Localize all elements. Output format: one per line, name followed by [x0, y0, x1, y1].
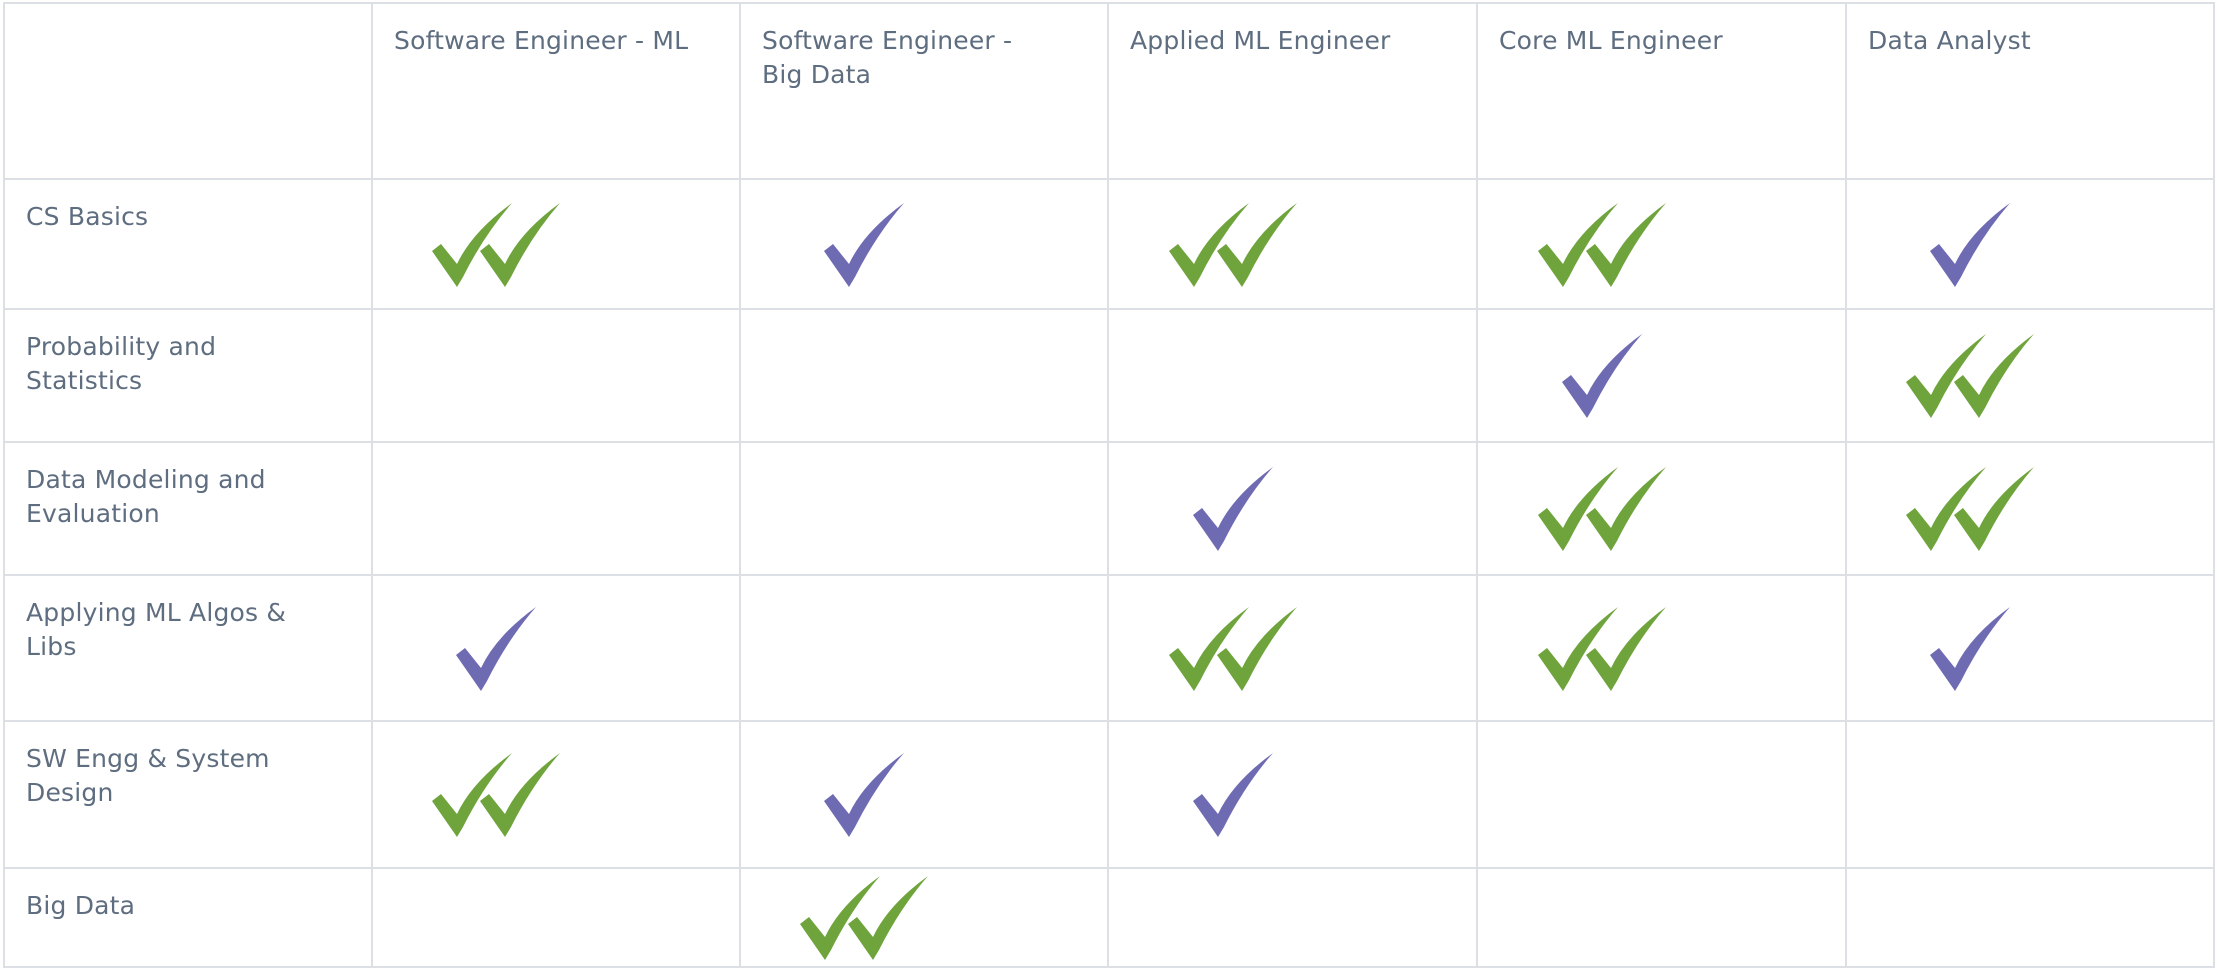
- double-check-icon: [1536, 202, 1668, 289]
- matrix-row: Applying ML Algos & Libs: [3, 574, 2215, 722]
- matrix-row: CS Basics: [3, 178, 2215, 310]
- matrix-cell: [1107, 867, 1478, 968]
- single-check-icon: [1904, 606, 2036, 693]
- matrix-cell: [1845, 308, 2215, 443]
- matrix-cell: [371, 308, 741, 443]
- matrix-cell: [371, 178, 741, 310]
- single-check-icon: [1904, 202, 2036, 289]
- matrix-cell: [371, 867, 741, 968]
- matrix-cell: [1845, 867, 2215, 968]
- matrix-cell: [1107, 308, 1478, 443]
- matrix-cell: [739, 441, 1109, 576]
- matrix-cell: [739, 574, 1109, 722]
- single-check-icon: [1536, 334, 1668, 420]
- column-header-core-ml-engineer: Core ML Engineer: [1476, 2, 1847, 180]
- matrix-cell: [1476, 308, 1847, 443]
- matrix-cell: [371, 441, 741, 576]
- corner-cell: [3, 2, 373, 180]
- matrix-cell: [1107, 178, 1478, 310]
- matrix-row: SW Engg & System Design: [3, 720, 2215, 869]
- column-header-applied-ml-engineer: Applied ML Engineer: [1107, 2, 1478, 180]
- row-label: CS Basics: [3, 178, 373, 310]
- row-label: SW Engg & System Design: [3, 720, 373, 869]
- matrix-cell: [1845, 720, 2215, 869]
- skills-role-matrix: Software Engineer - ML Software Engineer…: [3, 2, 2215, 968]
- header-row: Software Engineer - ML Software Engineer…: [3, 2, 2215, 180]
- double-check-icon: [1536, 467, 1668, 553]
- column-header-software-engineer-ml: Software Engineer - ML: [371, 2, 741, 180]
- matrix-cell: [1476, 720, 1847, 869]
- double-check-icon: [1904, 467, 2036, 553]
- double-check-icon: [1536, 606, 1668, 693]
- double-check-icon: [430, 753, 562, 839]
- double-check-icon: [798, 876, 930, 962]
- matrix-row: Big Data: [3, 867, 2215, 968]
- single-check-icon: [798, 753, 930, 839]
- double-check-icon: [430, 202, 562, 289]
- matrix-cell: [1845, 441, 2215, 576]
- single-check-icon: [798, 202, 930, 289]
- row-label: Data Modeling and Evaluation: [3, 441, 373, 576]
- matrix-cell: [1476, 867, 1847, 968]
- matrix-cell: [371, 720, 741, 869]
- column-header-software-engineer-big-data: Software Engineer - Big Data: [739, 2, 1109, 180]
- double-check-icon: [1167, 202, 1299, 289]
- single-check-icon: [1167, 467, 1299, 553]
- row-label: Applying ML Algos & Libs: [3, 574, 373, 722]
- matrix-cell: [1476, 178, 1847, 310]
- row-label: Big Data: [3, 867, 373, 968]
- double-check-icon: [1904, 334, 2036, 420]
- matrix-cell: [1845, 178, 2215, 310]
- matrix-cell: [1107, 574, 1478, 722]
- matrix-cell: [739, 178, 1109, 310]
- matrix-cell: [1845, 574, 2215, 722]
- matrix-cell: [1476, 441, 1847, 576]
- row-label: Probability and Statistics: [3, 308, 373, 443]
- matrix-row: Probability and Statistics: [3, 308, 2215, 443]
- double-check-icon: [1167, 606, 1299, 693]
- column-header-data-analyst: Data Analyst: [1845, 2, 2215, 180]
- matrix-cell: [739, 867, 1109, 968]
- matrix-cell: [1476, 574, 1847, 722]
- matrix-cell: [1107, 720, 1478, 869]
- matrix-cell: [371, 574, 741, 722]
- single-check-icon: [1167, 753, 1299, 839]
- matrix-cell: [739, 720, 1109, 869]
- matrix-row: Data Modeling and Evaluation: [3, 441, 2215, 576]
- matrix-cell: [1107, 441, 1478, 576]
- matrix-cell: [739, 308, 1109, 443]
- single-check-icon: [430, 606, 562, 693]
